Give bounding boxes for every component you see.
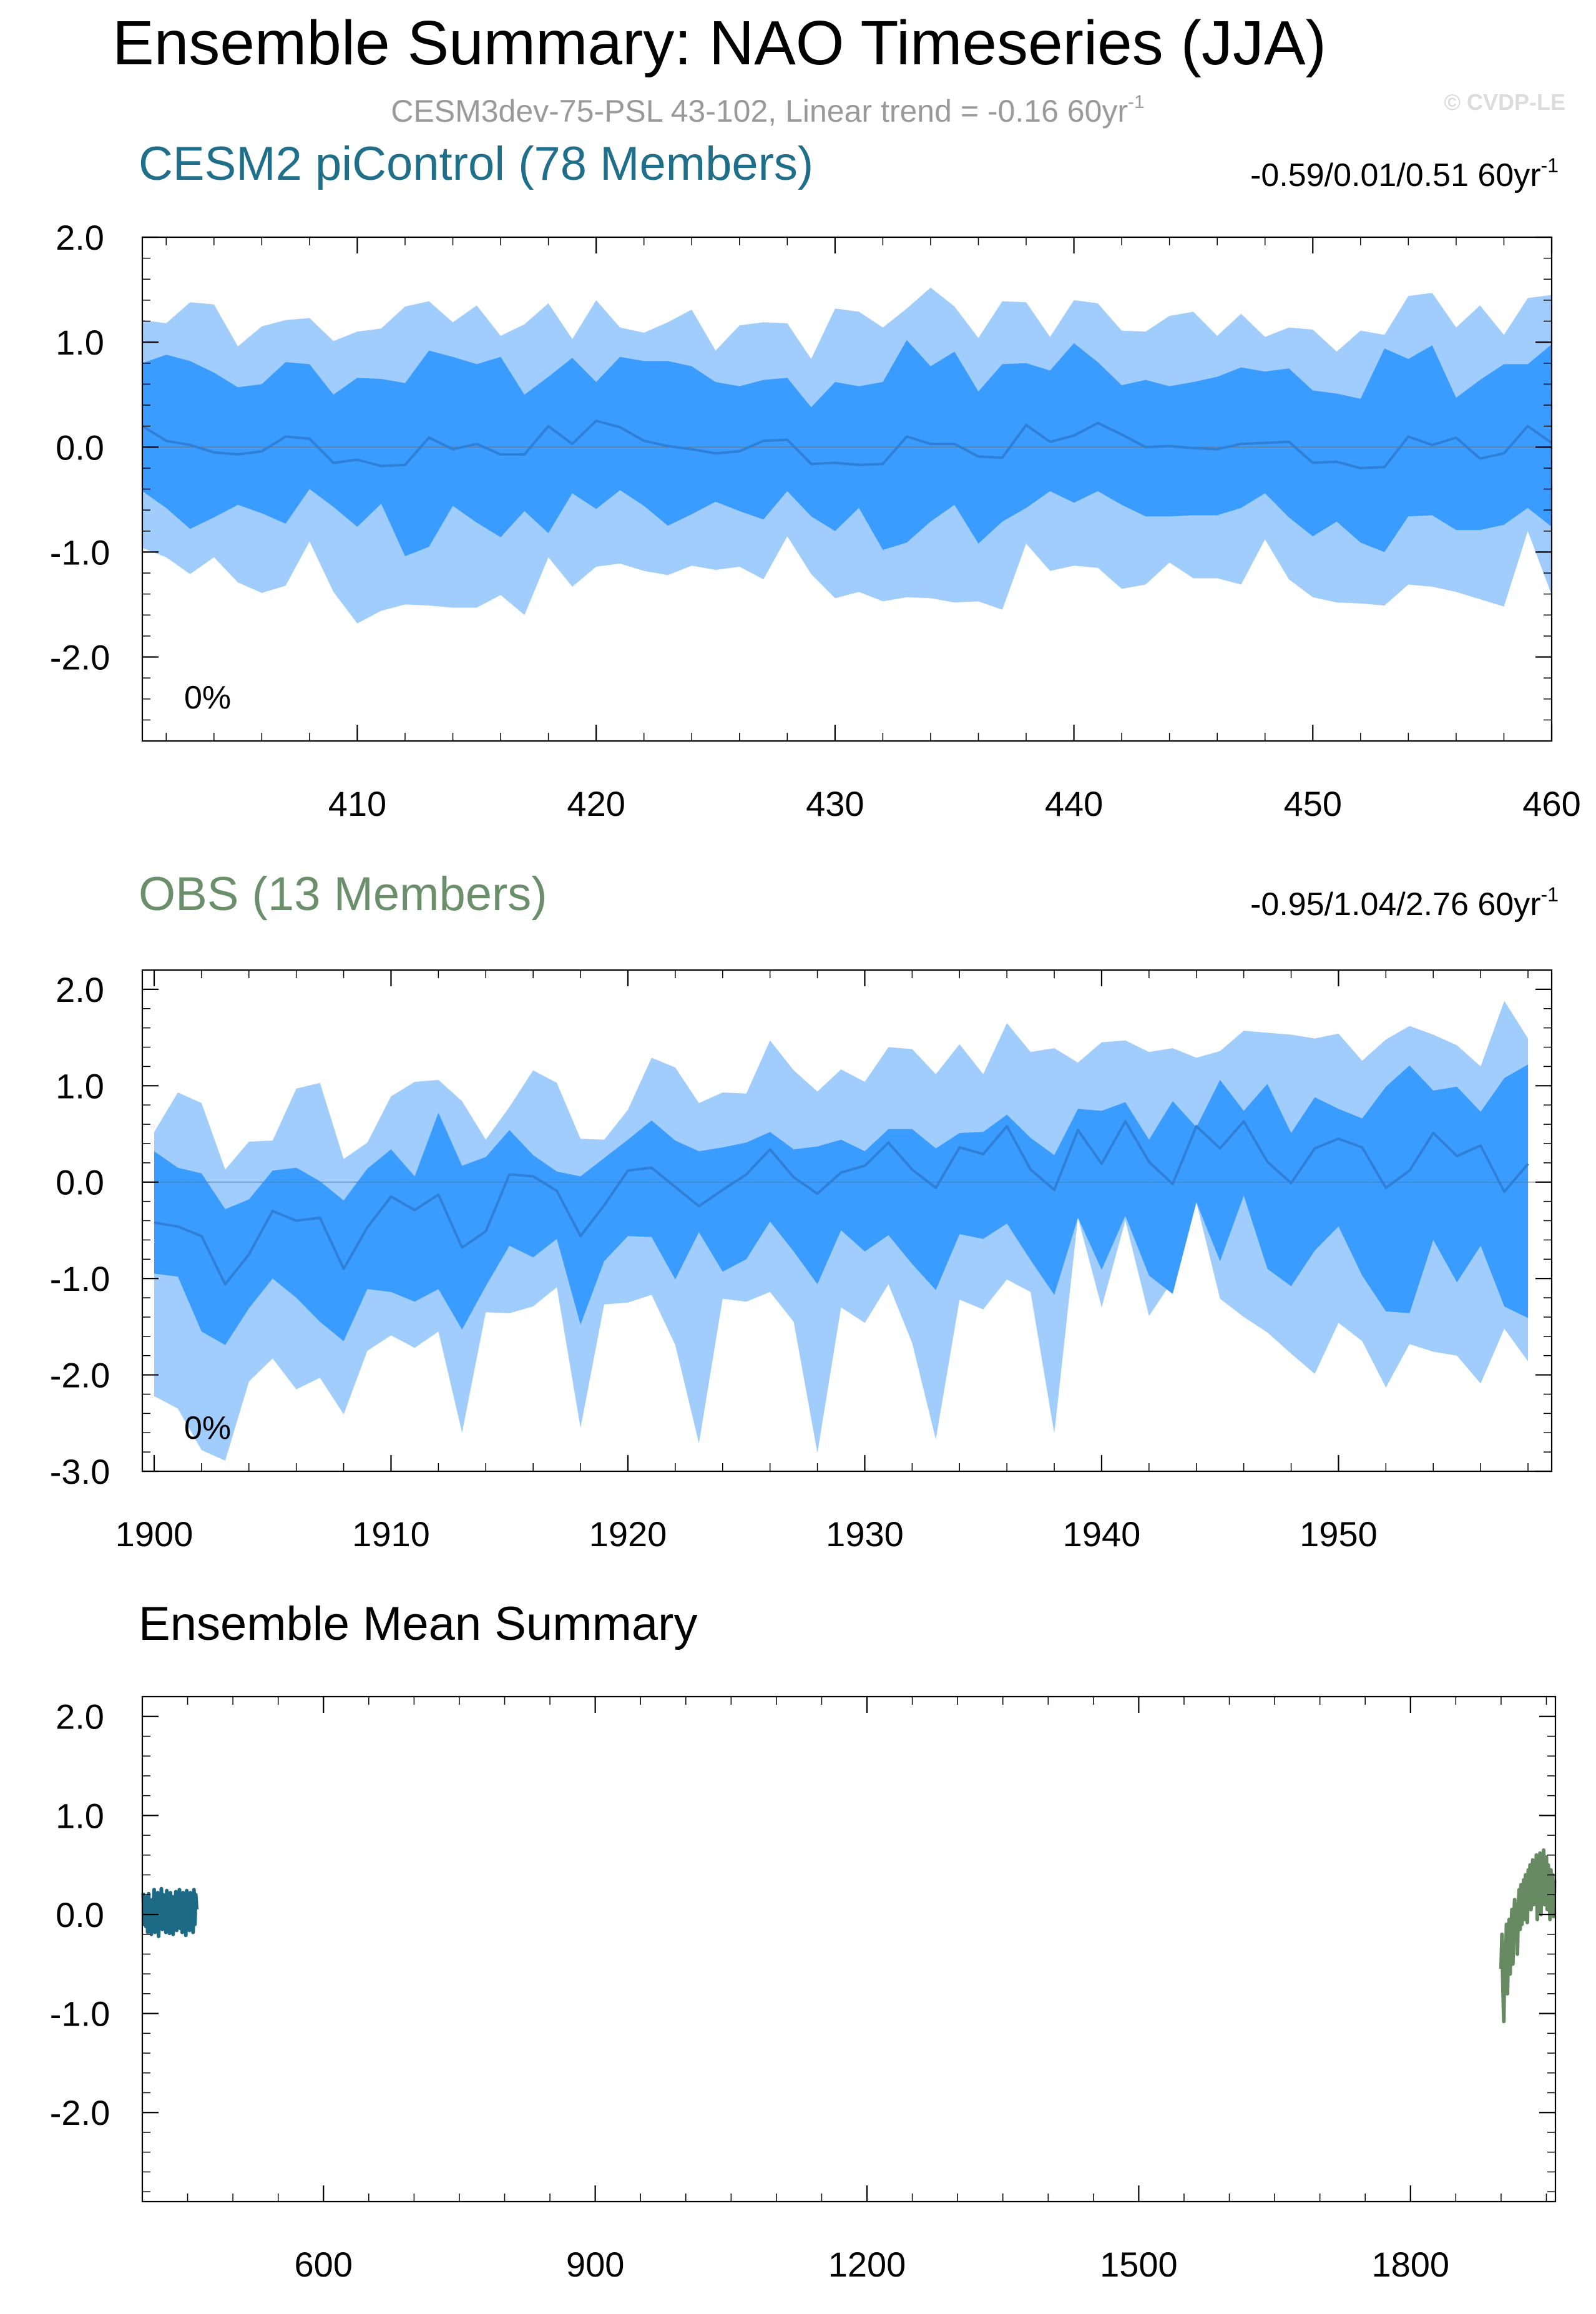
ensemble-median-line [141, 419, 1553, 469]
x-tick-label: 420 [567, 784, 625, 823]
x-tick-label: 450 [1284, 784, 1342, 823]
y-tick-label: -1.0 [50, 1259, 110, 1298]
y-tick-label: -2.0 [50, 2093, 110, 2132]
figure-subtitle-text: CESM3dev-75-PSL 43-102, Linear trend = -… [391, 94, 1128, 129]
panel3-plot: -2.0 -1.0 0.0 1.0 2.0 600 900 1200 1500 1800 [50, 1695, 1557, 2284]
figure-title: Ensemble Summary: NAO Timeseries (JJA) [112, 8, 1326, 78]
y-tick-label: 1.0 [56, 1796, 104, 1835]
y-tick-label: -3.0 [50, 1452, 110, 1491]
x-tick-label: 460 [1522, 784, 1580, 823]
y-tick-label: -1.0 [50, 1994, 110, 2034]
panel1-trend-sup: -1 [1541, 154, 1559, 177]
x-tick-label: 1200 [828, 2245, 906, 2284]
obs-ensemble-mean-line [1499, 1848, 1557, 2024]
y-tick-label: 1.0 [56, 1066, 104, 1106]
y-tick-label: 2.0 [56, 1697, 104, 1737]
panel2-trend-sup: -1 [1541, 883, 1559, 906]
y-tick-label: -1.0 [50, 532, 110, 572]
x-tick-label: 440 [1045, 784, 1103, 823]
watermark: © CVDP-LE [1444, 89, 1565, 115]
panel1-trend-text: -0.59/0.01/0.51 60yr [1250, 157, 1540, 194]
y-tick-label: 2.0 [56, 970, 104, 1009]
y-tick-label: 1.0 [56, 323, 104, 362]
y-tick-label: -2.0 [50, 1356, 110, 1395]
panel-ensemble-mean: Ensemble Mean Summary -2.0 -1.0 0.0 1.0 2.0 6… [50, 1597, 1557, 2284]
panel-cesm2-picontrol: CESM2 piControl (78 Members) -0.59/0.01/… [50, 137, 1581, 823]
plot-frame [141, 1695, 1557, 2203]
figure-subtitle: CESM3dev-75-PSL 43-102, Linear trend = -… [391, 92, 1144, 129]
x-tick-label: 1940 [1063, 1514, 1141, 1554]
panel2-plot: -3.0 -2.0 -1.0 0.0 1.0 2.0 1900 1910 1920 1930 194… [50, 969, 1553, 1554]
x-tick-label: 1900 [115, 1514, 193, 1554]
figure-subtitle-sup: -1 [1128, 92, 1145, 112]
panel2-pct-label: 0% [184, 1410, 231, 1446]
inner-spread-band [142, 340, 1552, 557]
panel1-title: CESM2 piControl (78 Members) [139, 137, 813, 190]
panel1-trend: -0.59/0.01/0.51 60yr-1 [1250, 154, 1559, 194]
panel-obs: OBS (13 Members) -0.95/1.04/2.76 60yr-1 … [50, 868, 1559, 1554]
cesm2-ensemble-mean-line [141, 1886, 199, 1938]
x-tick-label: 1920 [589, 1514, 667, 1554]
y-tick-label: 0.0 [56, 1895, 104, 1934]
y-tick-label: 0.0 [56, 1163, 104, 1202]
panel3-title: Ensemble Mean Summary [139, 1597, 697, 1650]
x-tick-label: 1930 [826, 1514, 904, 1554]
ensemble-median-line [154, 1120, 1529, 1286]
panel2-title: OBS (13 Members) [139, 868, 547, 921]
x-tick-label: 410 [328, 784, 386, 823]
inner-spread-band [154, 1064, 1529, 1345]
x-tick-label: 1950 [1300, 1514, 1378, 1554]
x-tick-label: 430 [806, 784, 864, 823]
y-tick-label: 2.0 [56, 218, 104, 257]
y-tick-label: -2.0 [50, 638, 110, 677]
x-tick-label: 1500 [1100, 2245, 1178, 2284]
x-tick-label: 1910 [352, 1514, 430, 1554]
panel2-trend-text: -0.95/1.04/2.76 60yr [1250, 886, 1540, 923]
panel1-pct-label: 0% [184, 680, 231, 716]
x-tick-label: 600 [295, 2245, 353, 2284]
x-tick-label: 900 [566, 2245, 624, 2284]
x-tick-label: 1800 [1372, 2245, 1450, 2284]
panel1-plot: -2.0 -1.0 0.0 1.0 2.0 410 420 430 440 450 460 [50, 218, 1581, 823]
y-tick-label: 0.0 [56, 428, 104, 467]
panel2-trend: -0.95/1.04/2.76 60yr-1 [1250, 883, 1559, 923]
